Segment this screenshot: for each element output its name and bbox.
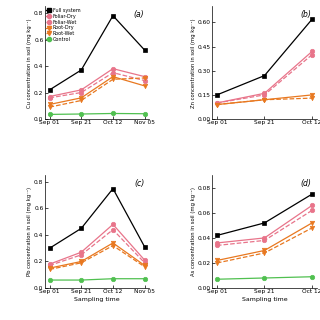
- Y-axis label: As concentration in soil (mg kg⁻¹): As concentration in soil (mg kg⁻¹): [191, 187, 196, 276]
- Text: (d): (d): [301, 179, 312, 188]
- X-axis label: Sampling time: Sampling time: [74, 297, 120, 302]
- Text: (c): (c): [134, 179, 144, 188]
- Legend: Full system, Foliar-Dry, Foliar-Wet, Root-Dry, Root-Wet, Control: Full system, Foliar-Dry, Foliar-Wet, Roo…: [45, 8, 81, 42]
- Text: (b): (b): [301, 10, 312, 19]
- Y-axis label: Pb concentration in soil (mg kg⁻¹): Pb concentration in soil (mg kg⁻¹): [27, 187, 32, 276]
- Y-axis label: Cu concentration in soil (mg kg⁻¹): Cu concentration in soil (mg kg⁻¹): [27, 18, 32, 108]
- Y-axis label: Zn concentration in soil (mg kg⁻¹): Zn concentration in soil (mg kg⁻¹): [191, 18, 196, 108]
- X-axis label: Sampling time: Sampling time: [242, 297, 287, 302]
- Text: (a): (a): [133, 10, 144, 19]
